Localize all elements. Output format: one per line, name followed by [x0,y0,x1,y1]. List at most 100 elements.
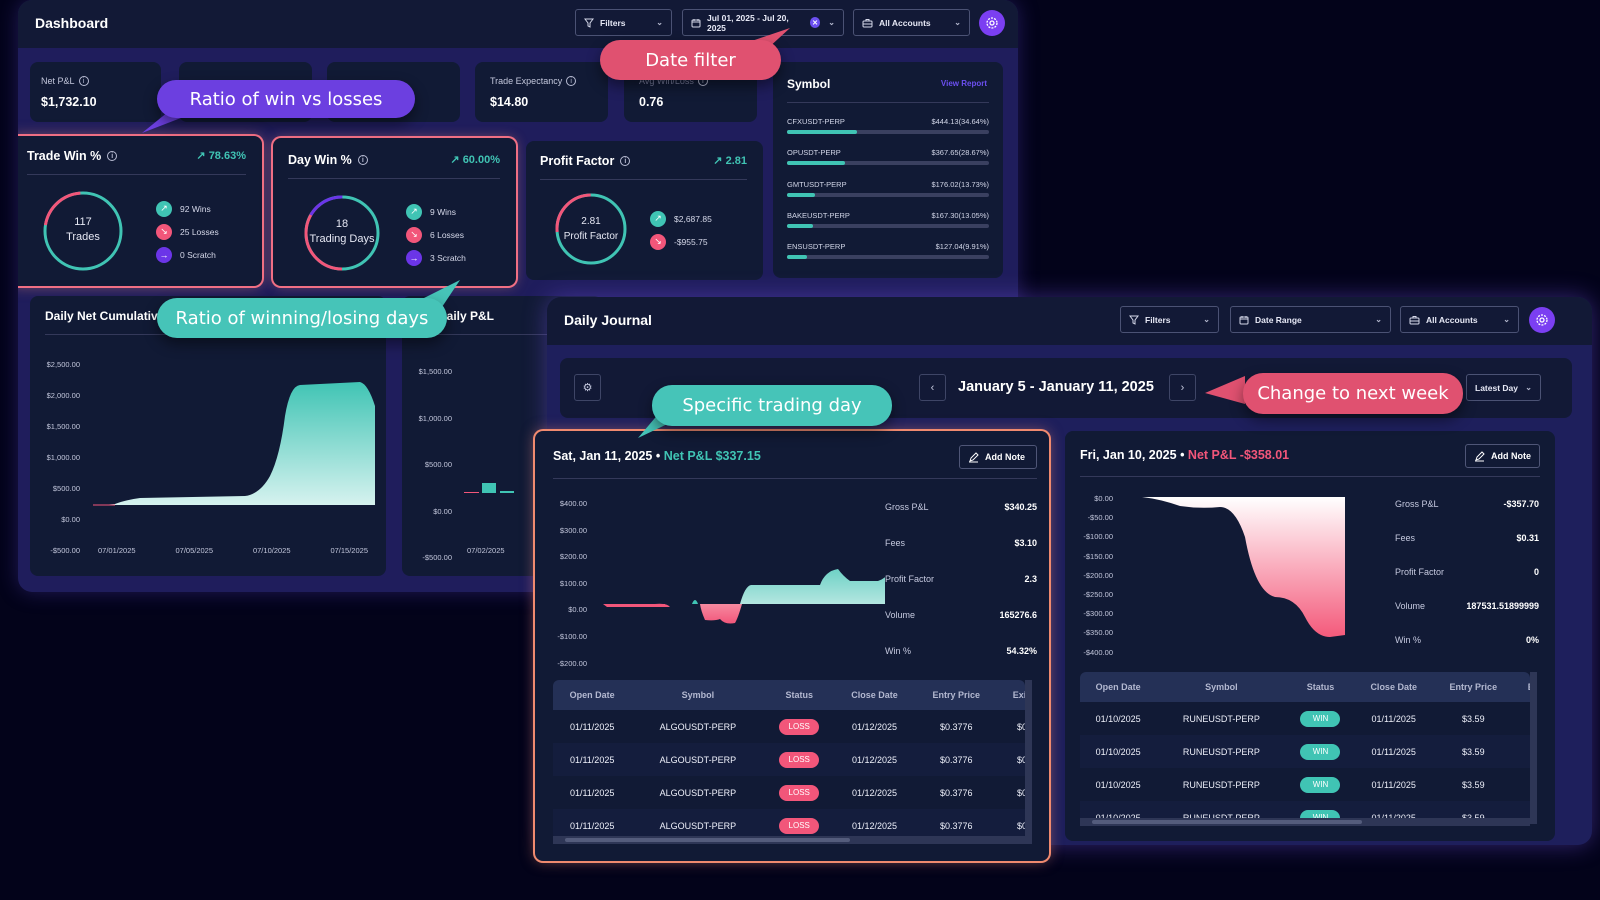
stat-row: Win % 54.32% [885,646,1037,656]
pnl-bar [500,491,514,493]
info-icon[interactable]: i [107,151,118,161]
pnl-bar [482,483,496,493]
x-axis: 07/01/2025 07/05/2025 07/10/2025 07/15/2025 [98,546,368,555]
status-badge: LOSS [779,784,820,801]
status-badge: LOSS [779,751,820,768]
symbol-card: Symbol View Report CFXUSDT-PERP $444.13(3… [773,62,1003,278]
symbol-row: CFXUSDT-PERP $444.13(34.64%) [787,117,989,134]
previous-week-button[interactable]: ‹ [919,374,946,401]
trend-down-icon: ↘ [406,226,422,243]
stat-row: Win % 0% [1395,635,1539,645]
table-row[interactable]: 01/11/2025 ALGOUSDT-PERP LOSS 01/12/2025 $0.… [553,809,1025,840]
sort-dropdown[interactable]: Latest Day ⌄ [1466,374,1541,401]
status-badge: LOSS [779,718,820,735]
symbol-row: GMTUSDT-PERP $176.02(13.73%) [787,180,989,197]
status-badge: WIN [1300,776,1341,793]
callout-date-filter: Date filter [600,40,781,80]
status-badge: LOSS [779,817,820,834]
chevron-down-icon: ⌄ [1375,315,1382,324]
journal-settings-button[interactable]: ⚙ [574,374,601,401]
net-pnl-card: Net P&L i $1,732.10 [30,62,161,122]
accounts-label: All Accounts [879,17,931,28]
stat-label: Avg Win/Loss [639,76,694,86]
stat-row: Volume 165276.6 [885,610,1037,620]
card-title: Symbol [787,77,831,91]
horizontal-scrollbar[interactable] [1080,818,1530,826]
trade-win-donut [43,191,123,271]
vertical-scrollbar[interactable] [1530,672,1537,824]
symbol-row: OPUSDT-PERP $367.65(28.67%) [787,148,989,165]
day-net-pnl: Net P&L $337.15 [663,449,761,463]
table-row[interactable]: 01/11/2025 ALGOUSDT-PERP LOSS 01/12/2025 $0.… [553,776,1025,809]
day-card-jan-10: Fri, Jan 10, 2025 • Net P&L -$358.01 Add… [1065,431,1555,841]
symbol-value: $444.13(34.64%) [931,117,989,126]
accounts-dropdown[interactable]: All Accounts ⌄ [1400,306,1519,333]
vertical-scrollbar[interactable] [1025,680,1032,844]
filter-icon [584,18,594,28]
accounts-dropdown[interactable]: All Accounts ⌄ [853,9,970,36]
trend-up-icon: ↗ [713,155,723,167]
stat-row: Gross P&L $340.25 [885,502,1037,512]
symbol-row: BAKEUSDT-PERP $167.30(13.05%) [787,211,989,228]
info-icon[interactable]: i [78,76,89,86]
chevron-down-icon: ⌄ [1203,315,1210,324]
stat-value: $1,732.10 [41,95,97,109]
callout-win-loss-ratio: Ratio of win vs losses [157,80,415,118]
donut-center-value: 18 [335,218,349,230]
filters-dropdown[interactable]: Filters ⌄ [1120,306,1219,333]
symbol-name: OPUSDT-PERP [787,148,841,157]
trend-up-icon: ↗ [650,210,666,227]
calendar-icon [1239,315,1249,324]
table-row[interactable]: 01/11/2025 ALGOUSDT-PERP LOSS 01/12/2025 $0.… [553,710,1025,743]
chevron-down-icon: ⌄ [1525,383,1532,392]
date-range-dropdown[interactable]: Date Range ⌄ [1230,306,1391,333]
legend-wins: 92 Wins [180,203,211,214]
trend-up-icon: ↗ [156,200,172,217]
add-note-button[interactable]: Add Note [1465,444,1540,468]
briefcase-icon [862,18,873,27]
chevron-down-icon: ⌄ [828,18,835,27]
info-icon[interactable]: i [566,76,577,86]
page-title: Dashboard [35,15,109,31]
card-title: Trade Win % [27,149,102,163]
edit-icon [969,451,979,462]
trend-down-icon: ↘ [156,223,172,240]
trend-up-icon: ↗ [406,203,422,220]
date-range-label: Date Range [1255,314,1302,325]
settings-button[interactable] [979,10,1005,36]
table-row[interactable]: 01/11/2025 ALGOUSDT-PERP LOSS 01/12/2025 $0.… [553,743,1025,776]
symbol-value: $176.02(13.73%) [931,180,989,189]
chevron-left-icon: ‹ [930,381,935,394]
journal-header: Daily Journal Filters ⌄ Date Range ⌄ All… [547,297,1592,345]
card-title: Daily Net Cumulative P&L [45,309,192,323]
add-note-button[interactable]: Add Note [959,445,1037,469]
intraday-pnl-chart [1142,497,1345,637]
trend-value: 2.81 [725,155,747,167]
day-net-pnl: Net P&L -$358.01 [1187,448,1290,462]
view-report-link[interactable]: View Report [940,79,987,88]
horizontal-scrollbar[interactable] [553,836,1025,844]
symbol-row: ENSUSDT-PERP $127.04(9.91%) [787,242,989,259]
settings-button[interactable] [1529,307,1555,333]
clear-date-icon[interactable]: ✕ [809,17,821,28]
callout-trading-day: Specific trading day [652,385,892,426]
page-title: Daily Journal [564,312,652,328]
briefcase-icon [1409,315,1420,324]
trend-up-icon: ↗ [450,154,460,166]
stat-label: Net P&L [41,76,75,86]
info-icon[interactable]: i [357,155,368,165]
info-icon[interactable]: i [620,156,631,166]
symbol-name: GMTUSDT-PERP [787,180,847,189]
date-range-dropdown[interactable]: Jul 01, 2025 - Jul 20, 2025 ✕ ⌄ [682,9,844,36]
chevron-down-icon: ⌄ [656,18,663,27]
trend-up-icon: ↗ [196,150,206,162]
trades-table: Open Date Symbol Status Close Date Entry Pri… [553,680,1025,840]
next-week-button[interactable]: › [1169,374,1196,401]
date-range-label: Jul 01, 2025 - Jul 20, 2025 [707,12,789,33]
stat-row: Gross P&L -$357.70 [1395,499,1539,509]
filters-dropdown[interactable]: Filters ⌄ [575,9,672,36]
legend-losses: 25 Losses [180,226,219,237]
